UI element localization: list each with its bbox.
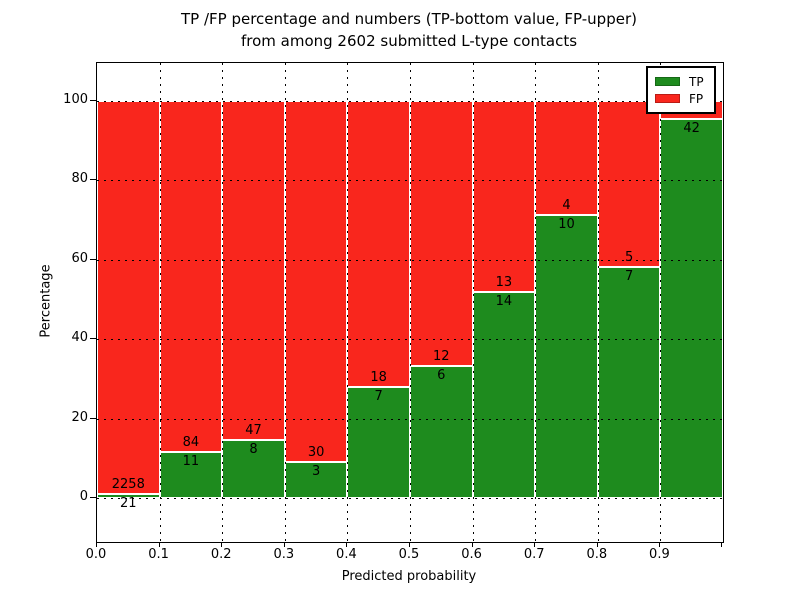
horizontal-gridline <box>97 339 723 341</box>
fp-count-label: 47 <box>245 423 262 439</box>
vertical-gridline <box>597 63 599 542</box>
tp-bar-segment <box>597 266 661 498</box>
fp-bar-segment <box>597 101 661 267</box>
vertical-gridline <box>284 63 286 542</box>
tp-bar-segment <box>97 494 160 498</box>
x-tick-label: 0.0 <box>85 547 107 562</box>
fp-bar-segment <box>284 101 348 462</box>
vertical-gridline <box>535 63 537 542</box>
y-tick-label: 20 <box>71 409 88 425</box>
chart-title-line1: TP /FP percentage and numbers (TP-bottom… <box>181 10 637 28</box>
tp-count-label: 3 <box>311 463 321 479</box>
tp-bar-segment <box>472 291 536 498</box>
fp-bar-segment <box>472 101 536 292</box>
fp-count-label: 84 <box>182 434 200 450</box>
x-tick-label: 0.4 <box>336 547 357 562</box>
tp-count-label: 42 <box>683 120 700 136</box>
fp-bar-segment <box>410 101 473 366</box>
x-tick-mark <box>96 542 97 547</box>
x-tick-mark <box>221 542 223 547</box>
tp-bar-segment <box>347 386 410 498</box>
y-tick-mark <box>90 100 96 101</box>
fp-count-label: 13 <box>495 274 513 290</box>
fp-bar-segment <box>159 101 223 452</box>
legend-item-fp: FP <box>655 90 707 107</box>
vertical-gridline <box>222 63 224 542</box>
fp-count-label: 2258 <box>111 477 145 493</box>
x-tick-mark <box>283 542 285 547</box>
fp-bar-segment <box>347 101 410 387</box>
x-axis-label: Predicted probability <box>341 569 477 584</box>
horizontal-gridline <box>97 101 723 102</box>
x-tick-label: 0.9 <box>649 547 670 562</box>
chart-title-line2: from among 2602 submitted L-type contact… <box>240 32 578 50</box>
x-tick-mark <box>158 542 160 547</box>
fp-color-swatch <box>655 94 680 103</box>
tp-count-label: 8 <box>249 442 258 458</box>
tp-bar-segment <box>660 118 723 498</box>
y-tick-label: 80 <box>71 171 88 187</box>
x-tick-label: 0.8 <box>586 547 608 562</box>
vertical-gridline <box>159 63 161 542</box>
x-tick-mark <box>346 542 348 547</box>
tp-bar-segment <box>410 365 473 498</box>
x-tick-label: 0.5 <box>398 547 420 562</box>
y-axis-label: Percentage <box>38 264 54 338</box>
fp-count-label: 12 <box>433 348 450 364</box>
vertical-gridline <box>410 63 411 542</box>
x-tick-mark <box>721 542 722 547</box>
y-tick-label: 40 <box>71 330 88 346</box>
horizontal-gridline <box>97 180 723 182</box>
tp-bar-segment <box>284 461 348 498</box>
tp-count-label: 7 <box>374 388 383 404</box>
tp-bar-segment <box>159 451 223 498</box>
x-tick-mark <box>409 542 410 547</box>
y-tick-label: 60 <box>71 250 88 266</box>
x-tick-mark <box>659 542 661 547</box>
fp-count-label: 5 <box>624 249 634 265</box>
tp-color-swatch <box>655 77 680 86</box>
horizontal-gridline <box>97 259 723 261</box>
y-tick-label: 0 <box>79 489 88 504</box>
x-tick-mark <box>534 542 536 547</box>
legend-label-fp: FP <box>689 91 704 106</box>
y-tick-mark <box>90 497 96 498</box>
y-tick-mark <box>90 258 96 260</box>
x-tick-label: 0.3 <box>273 547 295 562</box>
x-tick-mark <box>596 542 598 547</box>
fp-count-label: 4 <box>562 197 571 213</box>
tp-count-label: 11 <box>182 453 200 469</box>
y-tick-mark <box>90 179 96 181</box>
vertical-gridline <box>347 63 349 542</box>
plot-area: 2258 21 84 11 47 8 30 3 18 7 12 6 13 14 4 10 5 7 42 <box>96 62 724 543</box>
x-tick-label: 0.2 <box>210 547 232 562</box>
vertical-gridline <box>660 63 662 542</box>
x-tick-mark <box>471 542 473 547</box>
tp-count-label: 7 <box>624 268 634 284</box>
legend-label-tp: TP <box>689 74 704 89</box>
horizontal-gridline <box>97 418 723 420</box>
x-tick-label: 0.6 <box>461 547 482 562</box>
tp-count-label: 10 <box>558 216 575 232</box>
tp-count-label: 14 <box>495 293 513 309</box>
horizontal-gridline <box>97 498 723 499</box>
x-tick-label: 0.7 <box>523 547 545 562</box>
tp-count-label: 21 <box>120 496 137 512</box>
fp-count-label: 18 <box>370 369 387 385</box>
y-tick-mark <box>90 417 96 419</box>
legend-item-tp: TP <box>655 73 707 90</box>
x-tick-label: 0.1 <box>148 547 169 562</box>
fp-bar-segment <box>222 101 285 441</box>
y-tick-mark <box>90 338 96 340</box>
tp-bar-segment <box>535 214 598 498</box>
fp-count-label: 30 <box>307 444 325 460</box>
legend: TP FP <box>646 66 716 114</box>
vertical-gridline <box>472 63 474 542</box>
tp-count-label: 6 <box>437 367 446 383</box>
fp-bar-segment <box>97 101 160 495</box>
y-tick-label: 100 <box>63 92 88 107</box>
